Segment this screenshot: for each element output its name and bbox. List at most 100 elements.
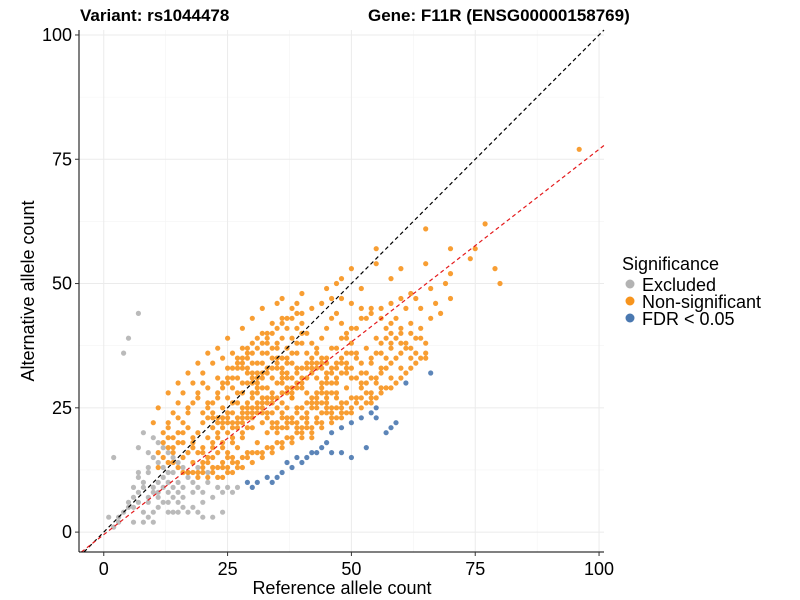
data-point [418, 335, 424, 341]
data-point [289, 390, 295, 396]
data-point [259, 420, 265, 426]
data-point [348, 365, 354, 371]
data-point [338, 415, 345, 421]
data-point [254, 479, 260, 485]
data-point [220, 464, 226, 471]
data-point [472, 246, 478, 252]
data-point [333, 280, 340, 287]
data-point [215, 420, 221, 426]
data-point [269, 395, 275, 401]
data-point [284, 355, 290, 361]
data-point [378, 340, 384, 346]
data-point [225, 454, 231, 461]
data-point [259, 330, 265, 336]
data-point [378, 305, 384, 311]
data-point [259, 350, 265, 356]
data-point [343, 370, 350, 376]
data-point [229, 350, 236, 356]
data-point [259, 454, 265, 461]
data-point [363, 380, 369, 386]
data-point [225, 430, 231, 436]
data-point [423, 261, 429, 267]
data-point [205, 479, 211, 485]
data-point [403, 345, 409, 351]
data-point [239, 345, 245, 351]
data-point [358, 405, 364, 411]
data-point [264, 395, 270, 401]
data-point [388, 340, 394, 346]
data-point [254, 385, 260, 391]
data-point [309, 340, 315, 346]
data-point [210, 469, 216, 476]
x-axis-label: Reference allele count [252, 578, 431, 598]
data-point [314, 420, 320, 426]
data-point [319, 390, 325, 396]
data-point [170, 410, 176, 416]
data-point [229, 425, 236, 431]
data-point [294, 310, 300, 316]
data-point [210, 400, 216, 406]
data-point [259, 410, 265, 416]
data-point [210, 454, 216, 461]
data-point [388, 375, 394, 381]
data-point [205, 415, 211, 421]
data-point [353, 325, 359, 331]
data-point [314, 390, 320, 396]
data-point [215, 464, 221, 471]
data-point [309, 400, 315, 406]
fit-line [81, 144, 605, 553]
data-point [358, 305, 364, 311]
data-point [215, 474, 221, 480]
data-point [195, 360, 201, 366]
data-point [254, 390, 260, 396]
data-point [309, 305, 315, 311]
data-point [492, 266, 498, 272]
data-point [289, 315, 295, 321]
data-point [215, 375, 221, 381]
data-point [165, 489, 171, 495]
data-point [200, 464, 206, 471]
data-point [225, 380, 231, 386]
data-point [383, 385, 389, 391]
data-point [175, 400, 181, 406]
data-point [324, 440, 330, 446]
data-point [249, 425, 255, 431]
data-point [249, 459, 255, 466]
data-point [447, 295, 454, 302]
data-point [324, 410, 330, 416]
data-point [185, 425, 191, 431]
data-point [200, 514, 206, 520]
data-point [329, 450, 335, 456]
data-point [324, 390, 330, 396]
data-point [220, 355, 226, 361]
data-point [388, 385, 394, 391]
data-point [279, 440, 285, 446]
data-point [145, 514, 151, 520]
data-point [324, 370, 330, 376]
data-point [170, 469, 176, 476]
data-point [274, 300, 280, 306]
data-point [289, 375, 295, 381]
data-point [165, 499, 171, 505]
data-point [319, 445, 325, 451]
data-point [175, 479, 181, 485]
axes: 0 25 50 75 100 0 25 50 75 100 [42, 25, 614, 579]
data-point [205, 469, 211, 476]
data-point [343, 335, 350, 341]
data-point [150, 509, 156, 515]
y-tick-label: 25 [52, 398, 72, 418]
data-point [185, 410, 191, 416]
data-point [353, 350, 359, 356]
data-point [333, 415, 340, 421]
data-point [150, 484, 156, 490]
data-point [299, 320, 305, 326]
data-point [279, 390, 285, 396]
data-point [309, 365, 315, 371]
data-point [239, 420, 245, 426]
data-point [160, 430, 166, 436]
data-point [284, 459, 290, 466]
data-point [205, 459, 211, 466]
data-point [398, 350, 404, 356]
data-point [180, 440, 186, 446]
data-point [388, 360, 394, 366]
